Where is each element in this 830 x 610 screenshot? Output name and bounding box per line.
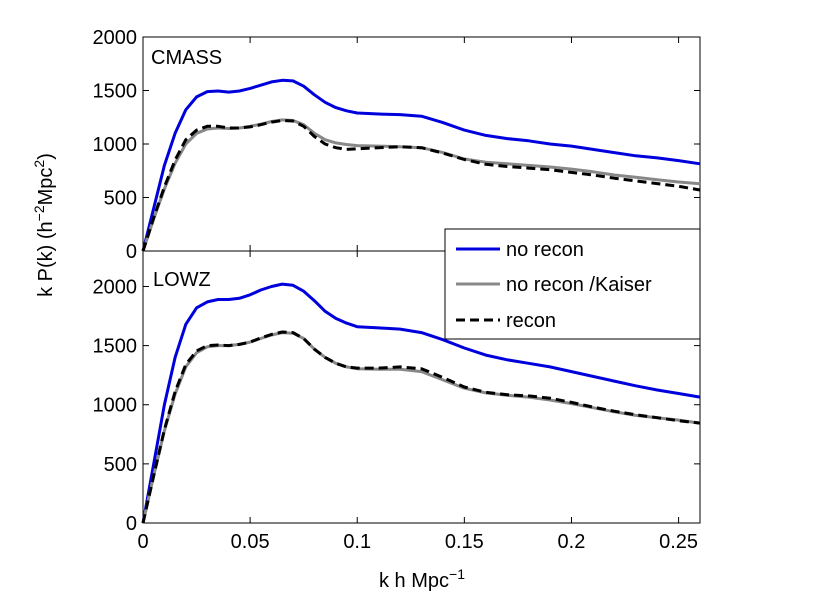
y-tick-label: 2000 — [93, 276, 138, 298]
panel-label-cmass: CMASS — [151, 47, 222, 69]
y-tick-label: 500 — [104, 188, 137, 210]
x-tick-label: 0.05 — [231, 531, 270, 553]
top-panel-frame — [142, 36, 701, 252]
y-tick-label: 1000 — [93, 134, 138, 156]
x-tick-label: 0.25 — [659, 531, 698, 553]
y-tick-label: 1000 — [93, 395, 138, 417]
x-tick-label: 0.15 — [445, 531, 484, 553]
y-tick-label: 1500 — [93, 336, 138, 358]
y-tick-label: 500 — [104, 454, 137, 476]
y-tick-label: 1500 — [93, 81, 138, 103]
bottom-panel-frame — [142, 250, 701, 524]
legend: no recon no recon /Kaiser recon — [444, 228, 701, 340]
x-axis-title: k h Mpc−1 — [379, 566, 465, 592]
series-layer — [141, 78, 701, 524]
y-tick-label: 2000 — [93, 27, 138, 49]
y-tick-label: 0 — [126, 513, 137, 535]
series-line-cmass-no-recon — [141, 78, 701, 252]
series-line-lowz-no-recon-kaiser — [141, 331, 701, 524]
legend-label-no-recon: no recon — [506, 239, 584, 261]
ticks-layer: 0 500 1000 1500 2000 0 500 1000 1500 2000 0 0.05 0.1… — [93, 27, 700, 553]
y-tick-label: 0 — [126, 241, 137, 263]
legend-label-no-recon-kaiser: no recon /Kaiser — [506, 274, 652, 296]
series-line-cmass-recon — [141, 119, 701, 252]
x-tick-label: 0 — [137, 531, 148, 553]
series-line-lowz-recon — [141, 330, 701, 524]
series-line-lowz-no-recon — [141, 282, 701, 524]
x-tick-label: 0.1 — [343, 531, 371, 553]
x-tick-label: 0.2 — [558, 531, 586, 553]
y-axis-title: k P(k) (h−2Mpc2) — [31, 153, 57, 297]
legend-label-recon: recon — [506, 310, 556, 332]
panel-label-lowz: LOWZ — [153, 269, 211, 291]
series-line-cmass-no-recon-kaiser — [141, 118, 701, 252]
